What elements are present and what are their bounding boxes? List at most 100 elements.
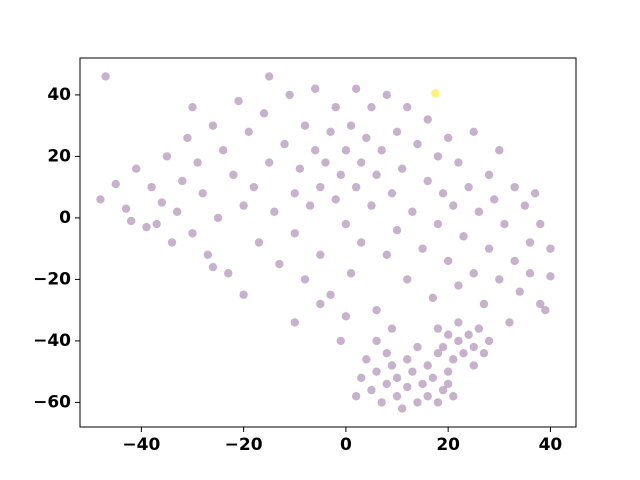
point <box>449 392 458 401</box>
point <box>443 256 453 266</box>
point <box>357 238 366 247</box>
point <box>525 238 535 247</box>
point <box>438 385 448 395</box>
point <box>341 146 351 155</box>
points <box>96 72 555 413</box>
point <box>530 189 540 198</box>
y-tick-label: −20 <box>33 269 71 289</box>
point <box>428 373 438 382</box>
point <box>443 379 453 389</box>
point <box>443 330 453 339</box>
point <box>454 281 463 290</box>
point <box>536 219 545 229</box>
point <box>147 182 156 192</box>
point <box>495 146 504 155</box>
point <box>157 198 167 207</box>
point <box>326 290 335 299</box>
point <box>454 318 463 327</box>
point <box>336 336 345 346</box>
y-tick-label: 20 <box>47 146 71 166</box>
point <box>295 164 305 173</box>
point <box>346 269 356 278</box>
point <box>392 226 402 235</box>
point <box>423 176 432 186</box>
point <box>341 312 351 321</box>
point <box>489 195 499 204</box>
point <box>510 256 519 266</box>
point <box>357 158 366 167</box>
point <box>438 189 448 198</box>
point <box>172 207 182 216</box>
point <box>387 324 397 333</box>
point <box>520 201 530 210</box>
point <box>275 259 284 269</box>
point <box>198 189 207 198</box>
point <box>259 109 269 118</box>
point <box>270 207 279 216</box>
point <box>443 367 453 376</box>
point <box>515 287 524 296</box>
y-tick-label: 0 <box>59 208 71 228</box>
point <box>495 275 504 284</box>
point <box>132 164 141 173</box>
point <box>449 201 458 210</box>
point <box>403 103 412 112</box>
point <box>311 146 320 155</box>
point <box>178 176 187 186</box>
point <box>423 361 432 370</box>
plot-area <box>80 58 576 427</box>
point <box>484 244 494 253</box>
point <box>459 232 468 241</box>
point <box>331 195 340 204</box>
point <box>264 158 274 167</box>
point <box>254 238 264 247</box>
point <box>101 72 110 81</box>
point <box>213 213 223 223</box>
point <box>474 207 484 216</box>
point <box>546 244 555 253</box>
point <box>413 398 422 407</box>
point <box>142 222 151 232</box>
x-tick-label: −20 <box>225 435 263 455</box>
point <box>316 250 325 259</box>
point <box>203 250 213 259</box>
point <box>413 139 422 149</box>
point <box>239 290 248 299</box>
point <box>387 189 397 198</box>
point <box>188 103 197 112</box>
axes-frame <box>79 57 577 428</box>
point <box>193 158 202 167</box>
point <box>536 299 545 309</box>
point <box>454 336 463 346</box>
point <box>321 158 330 167</box>
point <box>300 121 310 130</box>
point <box>357 373 366 382</box>
point <box>431 89 440 98</box>
y-tick-label: −40 <box>33 331 71 351</box>
point <box>290 229 299 238</box>
point <box>208 262 218 272</box>
point <box>392 392 402 401</box>
point <box>392 373 402 382</box>
point <box>208 121 218 130</box>
point <box>418 244 427 253</box>
point <box>464 330 473 339</box>
point <box>341 219 351 229</box>
point <box>423 392 432 401</box>
point <box>121 204 131 213</box>
point <box>351 84 361 93</box>
point <box>505 318 514 327</box>
point <box>479 349 489 358</box>
point <box>96 195 105 204</box>
point <box>229 170 238 180</box>
point <box>454 158 463 167</box>
point <box>351 182 361 192</box>
point <box>484 170 494 180</box>
point <box>346 121 356 130</box>
point <box>474 324 484 333</box>
point <box>382 90 392 100</box>
point <box>290 189 299 198</box>
point <box>372 170 381 180</box>
x-tick-label: −40 <box>122 435 160 455</box>
